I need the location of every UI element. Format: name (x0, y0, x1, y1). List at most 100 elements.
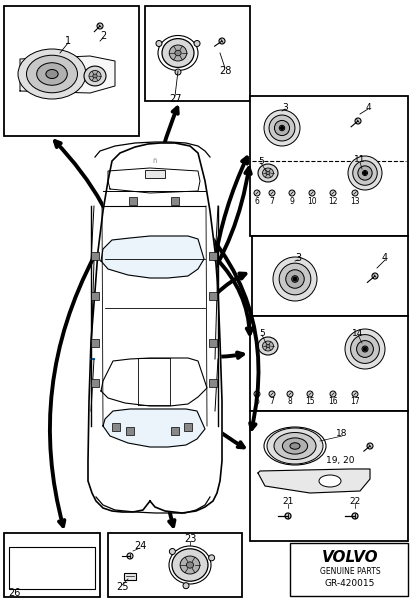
Bar (184, 423, 192, 431)
Ellipse shape (357, 341, 374, 358)
Circle shape (352, 513, 358, 519)
Text: 5: 5 (259, 329, 265, 338)
Polygon shape (103, 409, 205, 447)
Circle shape (293, 277, 297, 281)
Text: 10: 10 (307, 197, 317, 206)
Text: 4: 4 (365, 103, 371, 112)
Circle shape (330, 391, 336, 397)
Text: 3: 3 (295, 253, 301, 263)
Circle shape (97, 23, 103, 29)
Ellipse shape (286, 270, 304, 288)
Text: VOLVO: VOLVO (322, 551, 378, 566)
Polygon shape (88, 143, 222, 513)
Circle shape (287, 391, 293, 397)
Circle shape (367, 443, 373, 449)
Circle shape (352, 391, 358, 397)
Bar (145, 170, 165, 178)
Ellipse shape (266, 171, 270, 175)
Text: 17: 17 (350, 397, 360, 406)
Bar (250, 316, 408, 411)
Text: 19, 20: 19, 20 (326, 457, 354, 466)
Circle shape (289, 190, 295, 196)
Ellipse shape (175, 50, 181, 56)
Text: GR-420015: GR-420015 (325, 579, 375, 588)
Ellipse shape (345, 329, 385, 369)
Text: 14: 14 (352, 329, 364, 338)
Circle shape (194, 40, 200, 46)
Bar (209, 252, 217, 260)
Ellipse shape (18, 49, 86, 99)
Circle shape (281, 127, 284, 129)
Bar (4, 533, 100, 597)
Text: ñ: ñ (153, 158, 157, 164)
Ellipse shape (348, 156, 382, 190)
Ellipse shape (187, 562, 194, 568)
Circle shape (307, 391, 313, 397)
Ellipse shape (362, 346, 368, 352)
Bar (290, 543, 408, 596)
Ellipse shape (258, 164, 278, 182)
Text: 6: 6 (254, 397, 259, 406)
Ellipse shape (180, 556, 200, 574)
Ellipse shape (84, 66, 106, 86)
Circle shape (183, 583, 189, 589)
Text: 8: 8 (288, 397, 292, 406)
Ellipse shape (93, 74, 97, 78)
Circle shape (254, 391, 260, 397)
Bar (209, 379, 217, 387)
Text: 13: 13 (350, 197, 360, 206)
Bar (209, 339, 217, 347)
Circle shape (364, 172, 366, 174)
Ellipse shape (351, 335, 379, 364)
Circle shape (363, 347, 367, 350)
Ellipse shape (282, 438, 307, 454)
Polygon shape (20, 56, 115, 93)
Bar (4, 6, 139, 136)
Bar (108, 533, 242, 597)
Bar (91, 252, 99, 260)
Text: 22: 22 (349, 498, 360, 507)
Text: 12: 12 (328, 197, 338, 206)
Polygon shape (101, 236, 204, 278)
Ellipse shape (266, 344, 270, 348)
Circle shape (219, 38, 225, 44)
Bar (250, 96, 408, 236)
Text: 9: 9 (290, 197, 294, 206)
Text: 18: 18 (336, 430, 348, 439)
Ellipse shape (172, 549, 208, 581)
Circle shape (156, 40, 162, 46)
Circle shape (330, 190, 336, 196)
Ellipse shape (46, 70, 58, 79)
Ellipse shape (269, 115, 295, 141)
Ellipse shape (267, 428, 323, 464)
Circle shape (352, 190, 358, 196)
Ellipse shape (275, 120, 290, 136)
Text: 5: 5 (258, 156, 264, 165)
Bar (126, 427, 134, 435)
Circle shape (269, 391, 275, 397)
Text: 16: 16 (328, 397, 338, 406)
Bar (252, 236, 408, 316)
Ellipse shape (353, 160, 377, 185)
Text: 15: 15 (305, 397, 315, 406)
Text: 2: 2 (100, 31, 106, 41)
Ellipse shape (290, 443, 300, 449)
Text: 3: 3 (282, 103, 288, 112)
Circle shape (209, 555, 215, 561)
Circle shape (175, 69, 181, 75)
Ellipse shape (273, 257, 317, 301)
Bar (91, 339, 99, 347)
Text: 7: 7 (270, 197, 275, 206)
Bar (171, 427, 179, 435)
Polygon shape (101, 358, 207, 406)
Circle shape (309, 190, 315, 196)
Text: 26: 26 (8, 588, 20, 598)
Ellipse shape (292, 276, 298, 282)
Ellipse shape (279, 263, 311, 295)
Circle shape (355, 118, 361, 124)
Text: 7: 7 (270, 397, 275, 406)
Ellipse shape (162, 38, 194, 67)
Circle shape (169, 549, 175, 555)
Circle shape (127, 553, 133, 559)
Text: 6: 6 (254, 197, 259, 206)
